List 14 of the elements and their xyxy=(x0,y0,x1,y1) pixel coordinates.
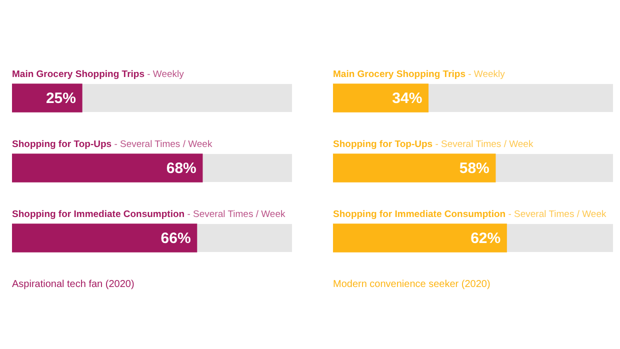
category-label: Shopping for Immediate Consumption - Several Times / Week xyxy=(333,209,606,220)
data-label: 34% xyxy=(392,90,422,108)
text: Modern convenience seeker (2020) xyxy=(333,279,490,290)
category-label: Shopping for Immediate Consumption - Several Times / Week xyxy=(12,209,286,220)
data-label: 62% xyxy=(470,230,501,248)
data-label: 58% xyxy=(459,160,490,178)
category-label: Shopping for Top-Ups - Several Times / Week xyxy=(333,139,534,150)
text: Aspirational tech fan (2020) xyxy=(12,279,134,290)
category-label: Main Grocery Shopping Trips - Weekly xyxy=(333,69,505,80)
data-label: 66% xyxy=(160,230,191,248)
data-label: 25% xyxy=(46,90,76,108)
data-label: 68% xyxy=(166,160,196,178)
category-label: Main Grocery Shopping Trips - Weekly xyxy=(12,69,184,80)
category-label: Shopping for Top-Ups - Several Times / Week xyxy=(12,139,212,150)
